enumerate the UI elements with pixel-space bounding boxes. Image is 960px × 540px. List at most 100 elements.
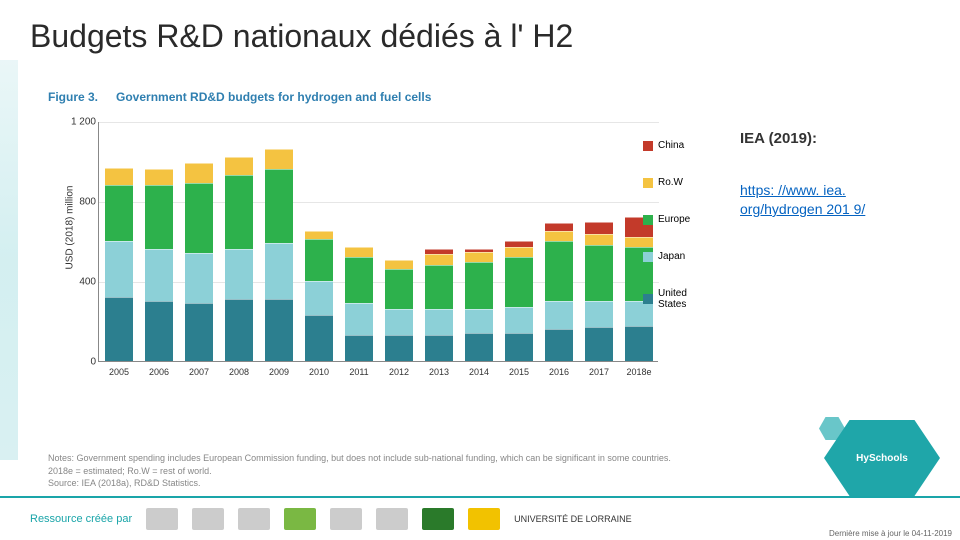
y-tick: 1 200: [60, 117, 96, 128]
stacked-bar: [265, 149, 293, 361]
partner-logo-8: [468, 508, 500, 530]
bar-column: 2005: [99, 168, 139, 361]
page-title: Budgets R&D nationaux dédiés à l' H2: [0, 0, 960, 55]
stacked-bar: [185, 163, 213, 361]
plot-area: 2005200620072008200920102011201220132014…: [98, 122, 658, 362]
partner-logo-4: [284, 508, 316, 530]
x-tick-label: 2013: [419, 367, 459, 377]
x-tick-label: 2014: [459, 367, 499, 377]
x-tick-label: 2010: [299, 367, 339, 377]
bar-column: 2017: [579, 222, 619, 361]
bar-column: 2006: [139, 169, 179, 361]
stacked-bar-chart: USD (2018) million 04008001 200 20052006…: [58, 112, 698, 402]
bar-column: 2013: [419, 249, 459, 361]
bar-segment-row: [425, 254, 453, 265]
partner-logo-2: [192, 508, 224, 530]
chart-legend: ChinaRo.WEuropeJapanUnited States: [643, 140, 703, 336]
legend-label: China: [658, 140, 684, 151]
legend-swatch-icon: [643, 294, 653, 304]
bar-segment-japan: [385, 309, 413, 335]
stacked-bar: [425, 249, 453, 361]
legend-item: Ro.W: [643, 177, 703, 188]
stacked-bar: [465, 249, 493, 361]
source-link[interactable]: https: //www. iea. org/hydrogen 201 9/: [740, 182, 865, 217]
bar-segment-japan: [305, 281, 333, 315]
x-tick-label: 2016: [539, 367, 579, 377]
bar-segment-united-states: [385, 335, 413, 361]
figure-container: Figure 3. Government RD&D budgets for hy…: [48, 90, 728, 490]
stacked-bar: [345, 247, 373, 361]
bar-segment-row: [585, 234, 613, 245]
bar-segment-europe: [185, 183, 213, 253]
bar-segment-japan: [145, 249, 173, 301]
bar-column: 2009: [259, 149, 299, 361]
x-tick-label: 2005: [99, 367, 139, 377]
bar-column: 2008: [219, 157, 259, 361]
bar-column: 2012: [379, 260, 419, 361]
x-tick-label: 2007: [179, 367, 219, 377]
partner-logo-1: [146, 508, 178, 530]
bar-segment-united-states: [505, 333, 533, 361]
x-tick-label: 2011: [339, 367, 379, 377]
bar-segment-united-states: [185, 303, 213, 361]
bar-segment-japan: [585, 301, 613, 327]
bar-segment-europe: [105, 185, 133, 241]
bar-column: 2014: [459, 249, 499, 361]
bar-segment-row: [185, 163, 213, 183]
bar-segment-row: [545, 231, 573, 241]
stacked-bar: [585, 222, 613, 361]
bar-segment-united-states: [585, 327, 613, 361]
source-label: IEA (2019):: [740, 130, 910, 147]
bar-segment-europe: [145, 185, 173, 249]
bar-segment-united-states: [305, 315, 333, 361]
legend-swatch-icon: [643, 252, 653, 262]
stacked-bar: [505, 241, 533, 361]
bar-segment-japan: [465, 309, 493, 333]
bar-segment-china: [545, 223, 573, 231]
x-tick-label: 2017: [579, 367, 619, 377]
notes-line-2: Source: IEA (2018a), RD&D Statistics.: [48, 477, 688, 490]
bar-column: 2016: [539, 223, 579, 361]
bar-segment-europe: [265, 169, 293, 243]
bar-segment-europe: [345, 257, 373, 303]
bar-segment-row: [505, 247, 533, 257]
bar-segment-japan: [185, 253, 213, 303]
bar-segment-united-states: [545, 329, 573, 361]
bar-column: 2015: [499, 241, 539, 361]
bar-segment-japan: [505, 307, 533, 333]
partner-logo-6: [376, 508, 408, 530]
bar-segment-united-states: [145, 301, 173, 361]
bar-segment-japan: [105, 241, 133, 297]
bar-segment-china: [585, 222, 613, 234]
footer-bar: Ressource créée par UNIVERSITÉ DE LORRAI…: [0, 496, 960, 540]
created-by-label: Ressource créée par: [30, 513, 132, 525]
partner-logo-3: [238, 508, 270, 530]
bar-segment-row: [385, 260, 413, 269]
stacked-bar: [225, 157, 253, 361]
last-update-label: Dernière mise à jour le 04-11-2019: [829, 529, 952, 538]
legend-label: Ro.W: [658, 177, 683, 188]
bar-segment-row: [465, 252, 493, 262]
stacked-bar: [385, 260, 413, 361]
bar-segment-europe: [425, 265, 453, 309]
bar-segment-europe: [585, 245, 613, 301]
y-tick: 800: [60, 197, 96, 208]
stacked-bar: [145, 169, 173, 361]
stacked-bar: [545, 223, 573, 361]
legend-label: United States: [658, 288, 703, 310]
legend-label: Japan: [658, 251, 685, 262]
bar-segment-row: [145, 169, 173, 185]
chart-notes: Notes: Government spending includes Euro…: [48, 452, 688, 490]
bar-segment-united-states: [225, 299, 253, 361]
bar-segment-row: [345, 247, 373, 257]
bar-column: 2011: [339, 247, 379, 361]
bar-segment-japan: [425, 309, 453, 335]
bar-segment-europe: [305, 239, 333, 281]
x-tick-label: 2012: [379, 367, 419, 377]
partner-logo-5: [330, 508, 362, 530]
legend-swatch-icon: [643, 141, 653, 151]
partner-logo-7: [422, 508, 454, 530]
y-tick: 0: [60, 357, 96, 368]
x-tick-label: 2018e: [619, 367, 659, 377]
bar-column: 2010: [299, 231, 339, 361]
